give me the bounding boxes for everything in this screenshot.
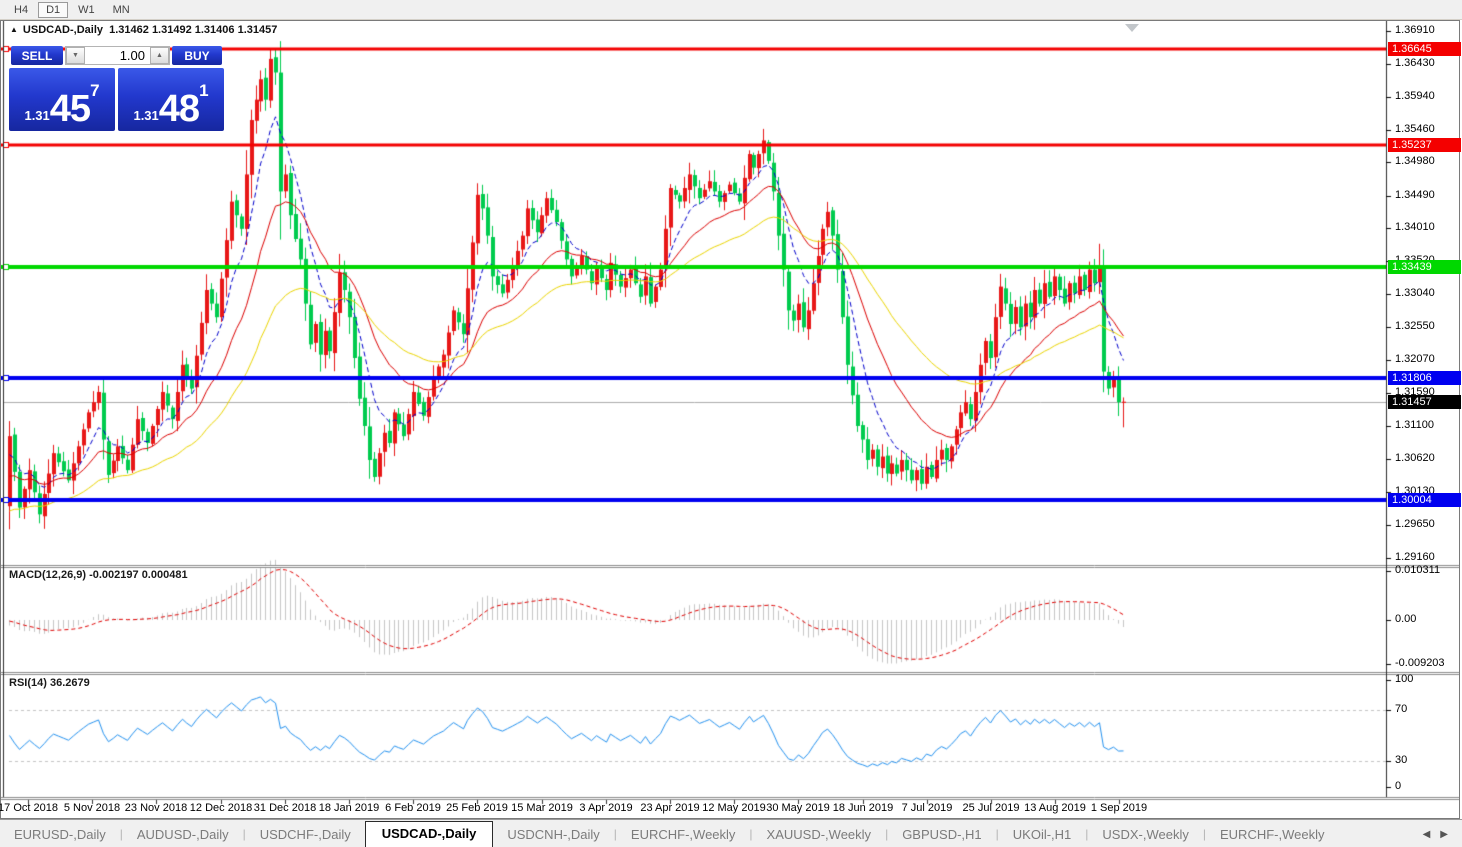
tab-xauusd-weekly[interactable]: XAUUSD-,Weekly bbox=[766, 827, 872, 842]
timeframe-button-mn[interactable]: MN bbox=[112, 3, 130, 16]
date-axis-label: 30 May 2019 bbox=[766, 802, 830, 814]
rsi-value: 36.2679 bbox=[49, 677, 90, 689]
date-axis-label: 13 Aug 2019 bbox=[1024, 802, 1086, 814]
date-axis-label: 3 Apr 2019 bbox=[579, 802, 633, 814]
current-price-label: 1.31457 bbox=[1388, 395, 1461, 409]
date-axis-label: 1 Sep 2019 bbox=[1090, 802, 1148, 814]
timeframe-toolbar: H4 D1 W1 MN bbox=[0, 0, 1462, 20]
price-chart-canvas[interactable] bbox=[1, 21, 1459, 818]
date-axis-label: 6 Feb 2019 bbox=[385, 802, 441, 814]
buy-button[interactable]: BUY bbox=[172, 46, 222, 65]
timeframe-button-h4[interactable]: H4 bbox=[14, 3, 29, 16]
price-scale-tick: 1.36430 bbox=[1395, 57, 1435, 69]
one-click-trading-panel: SELL ▼ 1.00 ▲ BUY 1.31 45 7 1.31 48 1 bbox=[9, 45, 224, 132]
macd-values: -0.002197 0.000481 bbox=[89, 569, 188, 581]
tab-separator: | bbox=[749, 827, 753, 841]
tab-audusd-daily[interactable]: AUDUSD-,Daily bbox=[136, 827, 229, 842]
price-scale-tick: 1.32070 bbox=[1395, 353, 1435, 365]
tab-eurchf-weekly[interactable]: EURCHF-,Weekly bbox=[1220, 827, 1325, 842]
macd-scale-tick: -0.009203 bbox=[1395, 657, 1445, 669]
tab-eurusd-daily[interactable]: EURUSD-,Daily bbox=[14, 827, 106, 842]
price-scale-tick: 1.29160 bbox=[1395, 551, 1435, 563]
buy-price-small: 1.31 bbox=[133, 108, 159, 123]
date-axis-label: 25 Feb 2019 bbox=[446, 802, 508, 814]
level-price-label: 1.30004 bbox=[1388, 493, 1461, 507]
rsi-scale-tick: 0 bbox=[1395, 780, 1402, 792]
date-axis-label: 17 Oct 2018 bbox=[0, 802, 58, 814]
volume-group: ▼ 1.00 ▲ bbox=[65, 46, 170, 65]
tab-separator: | bbox=[885, 827, 889, 841]
sell-price-big: 45 bbox=[49, 87, 91, 130]
price-scale-tick: 1.33040 bbox=[1395, 287, 1435, 299]
level-price-label: 1.31806 bbox=[1388, 371, 1461, 385]
tab-separator: | bbox=[1085, 827, 1089, 841]
price-scale-tick: 1.34490 bbox=[1395, 189, 1435, 201]
tab-gbpusd-h1[interactable]: GBPUSD-,H1 bbox=[902, 827, 982, 842]
tab-usdx-weekly[interactable]: USDX-,Weekly bbox=[1102, 827, 1189, 842]
tab-usdchf-daily[interactable]: USDCHF-,Daily bbox=[259, 827, 351, 842]
date-axis-label: 15 Mar 2019 bbox=[511, 802, 573, 814]
date-axis-label: 31 Dec 2018 bbox=[253, 802, 317, 814]
price-scale-tick: 1.35940 bbox=[1395, 90, 1435, 102]
price-scale-tick: 1.30620 bbox=[1395, 452, 1435, 464]
date-axis-label: 18 Jan 2019 bbox=[318, 802, 380, 814]
collapse-triangle-icon[interactable]: ▲ bbox=[10, 25, 18, 34]
volume-decrease-button[interactable]: ▼ bbox=[66, 47, 85, 64]
rsi-scale-tick: 30 bbox=[1395, 754, 1408, 766]
tab-eurchf-weekly[interactable]: EURCHF-,Weekly bbox=[630, 827, 736, 842]
chart-title-ohlc: 1.31462 1.31492 1.31406 1.31457 bbox=[109, 24, 278, 36]
rsi-scale-tick: 100 bbox=[1395, 673, 1414, 685]
tab-usdcnh-daily[interactable]: USDCNH-,Daily bbox=[507, 827, 600, 842]
tab-separator: | bbox=[119, 827, 123, 841]
buy-price-big: 48 bbox=[158, 87, 200, 130]
buy-price-panel[interactable]: 1.31 48 1 bbox=[118, 68, 224, 131]
chart-title-symbol: USDCAD-,Daily bbox=[22, 24, 103, 36]
chart-title: ▲ USDCAD-,Daily 1.31462 1.31492 1.31406 1… bbox=[10, 24, 277, 36]
date-axis-label: 12 May 2019 bbox=[702, 802, 766, 814]
chart-shift-marker-icon[interactable] bbox=[1125, 24, 1139, 32]
date-axis-label: 23 Nov 2018 bbox=[124, 802, 188, 814]
date-axis-label: 5 Nov 2018 bbox=[63, 802, 121, 814]
macd-indicator-label: MACD(12,26,9) -0.002197 0.000481 bbox=[9, 569, 188, 581]
tab-scroll-left-icon[interactable]: ◀ bbox=[1422, 829, 1431, 840]
price-scale-tick: 1.32550 bbox=[1395, 320, 1435, 332]
rsi-scale-tick: 70 bbox=[1395, 703, 1408, 715]
chart-tab-bar: EURUSD-,Daily | AUDUSD-,Daily | USDCHF-,Dail… bbox=[0, 819, 1462, 847]
timeframe-button-w1[interactable]: W1 bbox=[78, 3, 95, 16]
tab-separator: | bbox=[613, 827, 617, 841]
price-scale-tick: 1.31100 bbox=[1395, 419, 1434, 431]
tab-ukoil-h1[interactable]: UKOil-,H1 bbox=[1012, 827, 1072, 842]
sell-button[interactable]: SELL bbox=[11, 46, 63, 65]
buy-price-sup: 1 bbox=[199, 81, 209, 100]
sell-price-panel[interactable]: 1.31 45 7 bbox=[9, 68, 115, 131]
date-axis-label: 25 Jul 2019 bbox=[962, 802, 1020, 814]
sell-price-sup: 7 bbox=[90, 81, 100, 100]
volume-increase-button[interactable]: ▲ bbox=[150, 47, 169, 64]
level-price-label: 1.36645 bbox=[1388, 42, 1461, 56]
date-axis-label: 7 Jul 2019 bbox=[901, 802, 953, 814]
price-scale-tick: 1.29650 bbox=[1395, 518, 1435, 530]
macd-scale-tick: 0.00 bbox=[1395, 613, 1417, 625]
date-axis-label: 12 Dec 2018 bbox=[189, 802, 253, 814]
price-scale-tick: 1.36910 bbox=[1395, 24, 1435, 36]
price-scale-tick: 1.35460 bbox=[1395, 123, 1435, 135]
price-scale-tick: 1.34010 bbox=[1395, 221, 1435, 233]
level-price-label: 1.35237 bbox=[1388, 138, 1461, 152]
volume-input[interactable]: 1.00 bbox=[119, 48, 145, 63]
level-price-label: 1.33439 bbox=[1388, 260, 1461, 274]
tab-scroll-right-icon[interactable]: ▶ bbox=[1440, 829, 1448, 840]
chart-window: ▲ USDCAD-,Daily 1.31462 1.31492 1.31406 1… bbox=[0, 20, 1461, 819]
price-scale-tick: 1.34980 bbox=[1395, 155, 1435, 167]
sell-price-small: 1.31 bbox=[24, 108, 50, 123]
date-axis-label: 23 Apr 2019 bbox=[640, 802, 700, 814]
timeframe-button-d1[interactable]: D1 bbox=[38, 1, 69, 18]
rsi-indicator-label: RSI(14) 36.2679 bbox=[9, 677, 90, 689]
tab-separator: | bbox=[995, 827, 999, 841]
date-axis-label: 18 Jun 2019 bbox=[832, 802, 894, 814]
tab-separator: | bbox=[1202, 827, 1206, 841]
macd-scale-tick: 0.010311 bbox=[1395, 564, 1441, 576]
tab-separator: | bbox=[242, 827, 246, 841]
tab-usdcad-daily[interactable]: USDCAD-,Daily bbox=[364, 821, 494, 847]
